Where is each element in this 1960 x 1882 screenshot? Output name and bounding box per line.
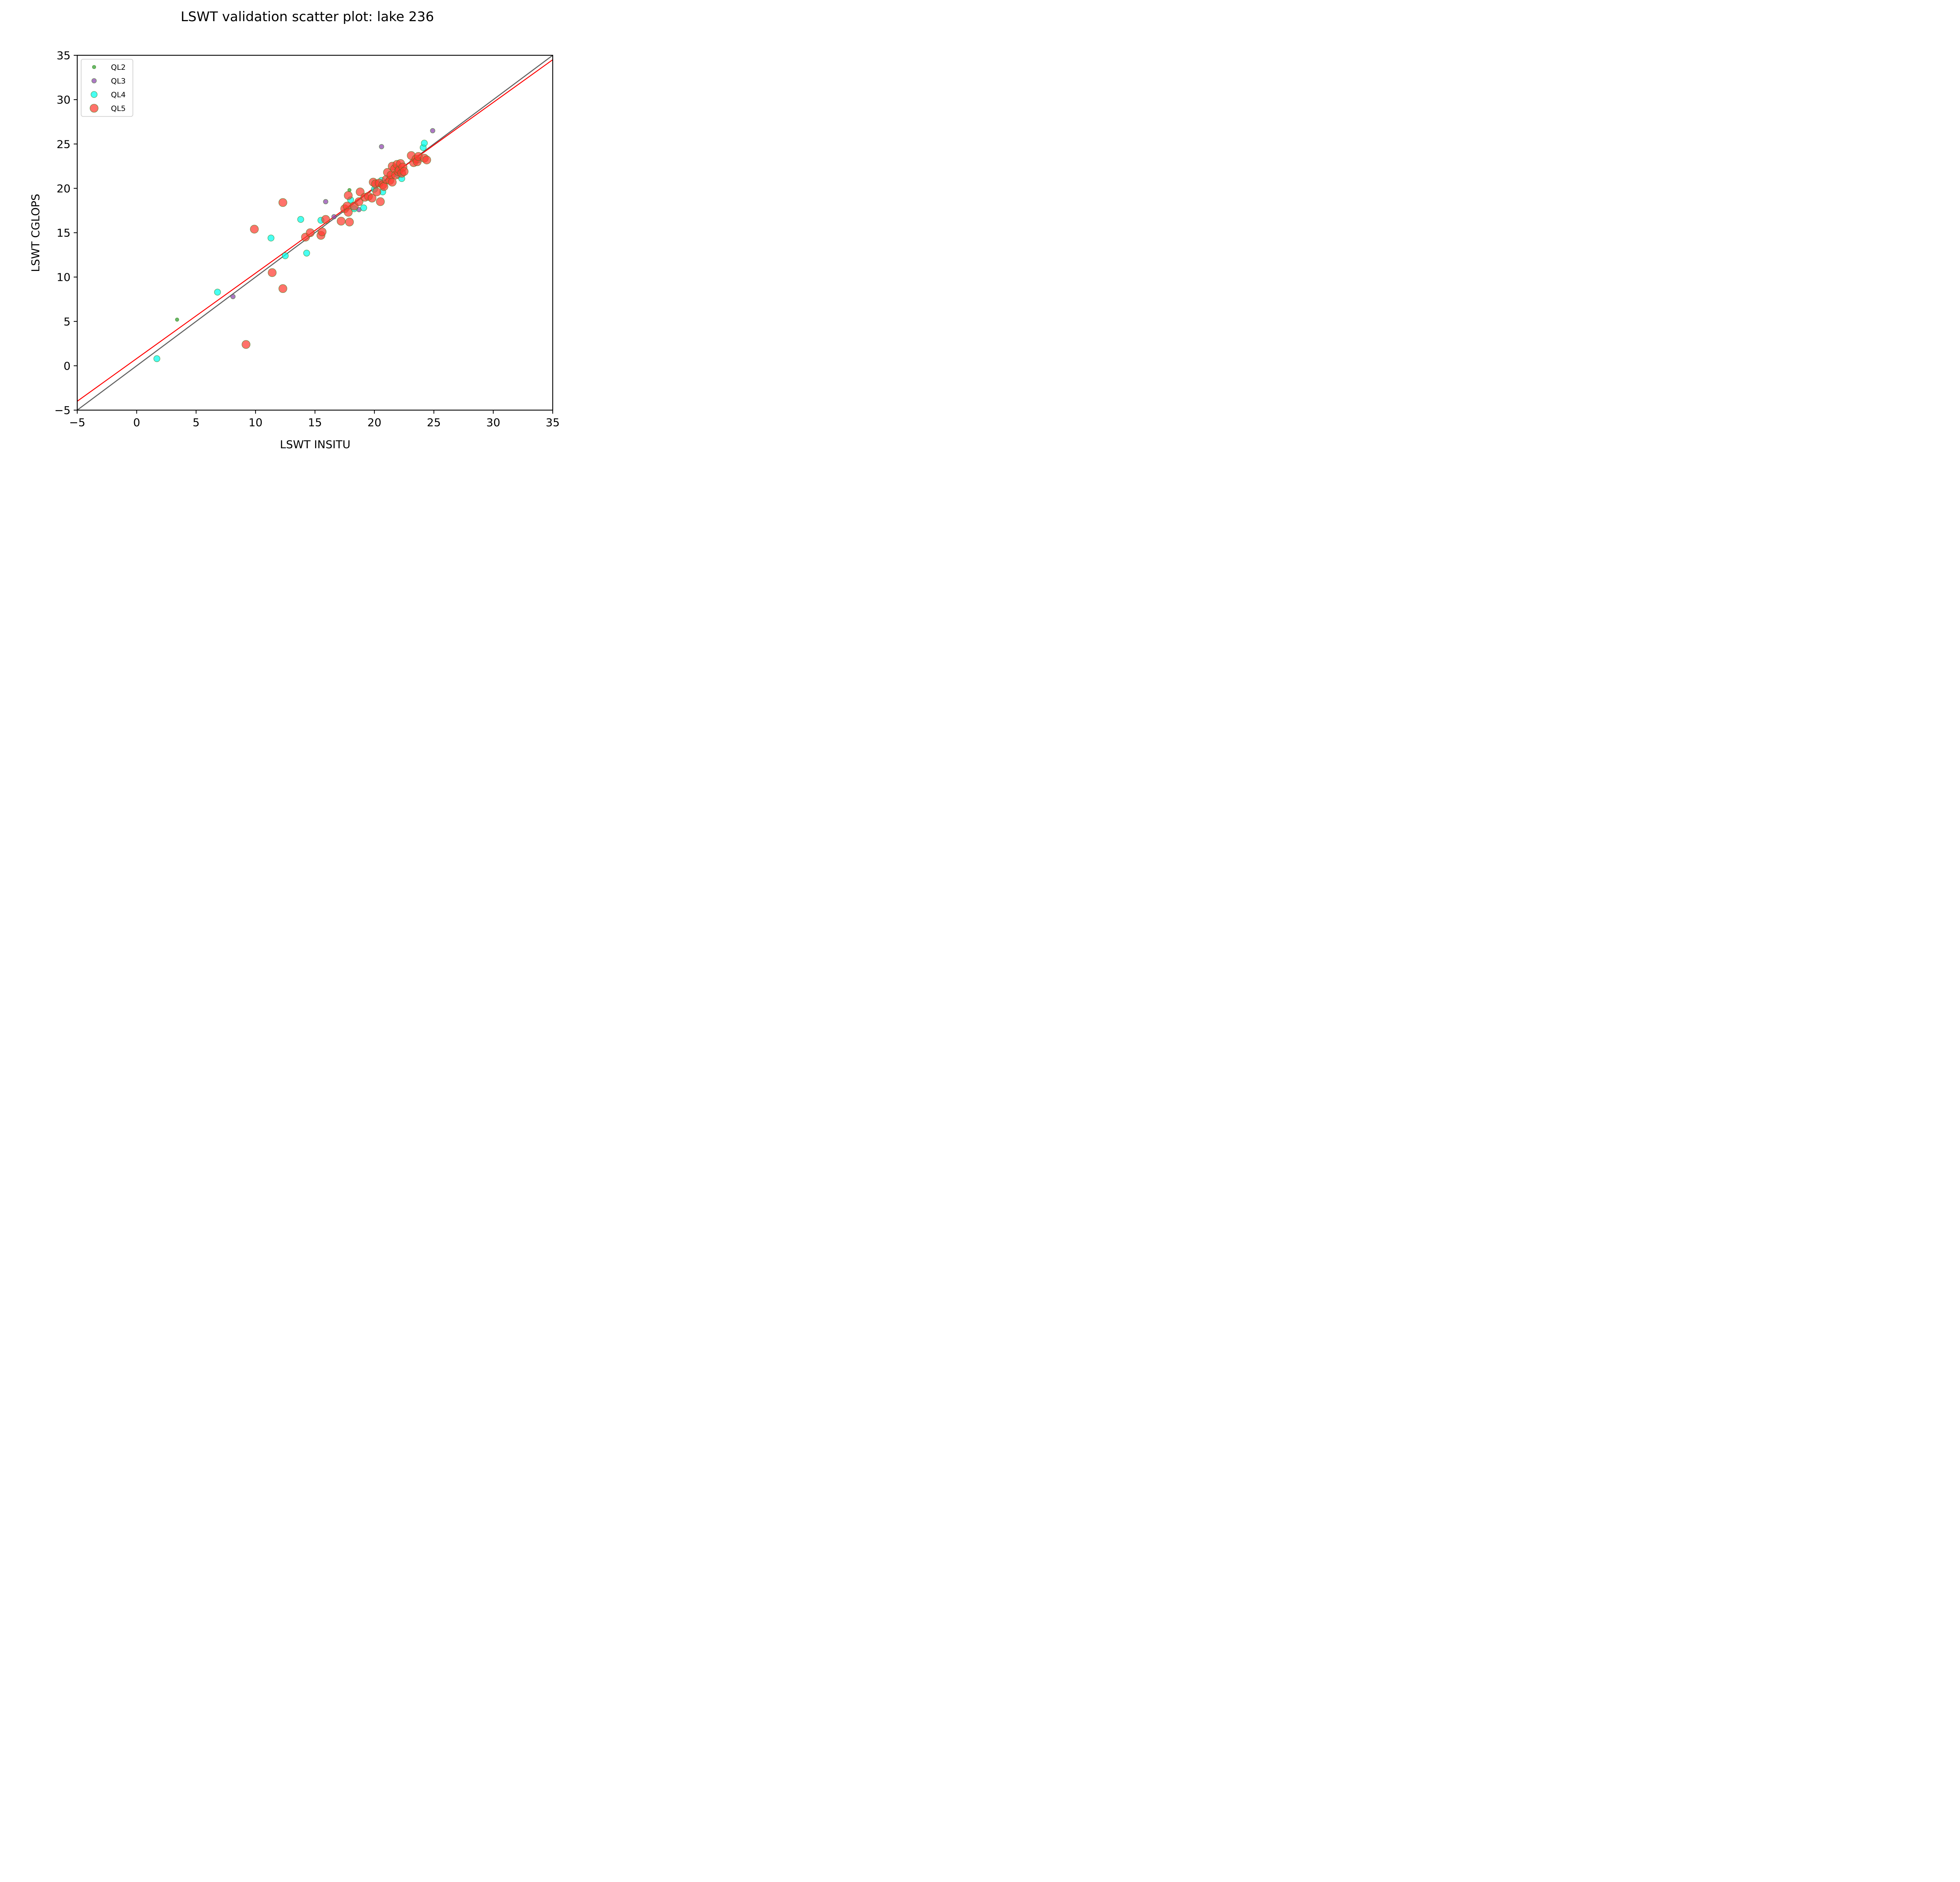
- chart-figure: LSWT validation scatter plot: lake 236 L…: [0, 0, 606, 454]
- data-point: [422, 155, 431, 165]
- data-point: [282, 252, 289, 259]
- data-point: [354, 197, 363, 206]
- x-tick-label: 15: [308, 416, 322, 429]
- chart-title: LSWT validation scatter plot: lake 236: [181, 9, 434, 25]
- data-point: [368, 194, 377, 203]
- series-ql2: [175, 188, 352, 322]
- y-tick-label: 0: [64, 360, 71, 372]
- data-point: [331, 214, 337, 220]
- data-point: [379, 144, 384, 149]
- y-tick-label: 15: [56, 227, 71, 240]
- data-point: [399, 167, 408, 176]
- data-point: [321, 215, 330, 224]
- legend-marker: [91, 78, 97, 84]
- legend-label: QL2: [111, 63, 126, 72]
- legend-box: [81, 59, 133, 117]
- data-point: [306, 228, 315, 237]
- data-point: [278, 284, 287, 293]
- data-point: [421, 140, 428, 147]
- data-point: [345, 218, 354, 227]
- legend-marker: [92, 65, 96, 69]
- legend-label: QL4: [111, 91, 126, 99]
- data-point: [303, 249, 310, 257]
- data-point: [250, 225, 259, 234]
- data-point: [278, 198, 287, 207]
- y-tick-label: 25: [56, 138, 71, 151]
- x-tick-label: 25: [427, 416, 441, 429]
- y-axis-label: LSWT CGLOPS: [29, 194, 42, 272]
- data-point: [337, 217, 346, 226]
- regression-line: [77, 59, 553, 402]
- plot-area: −5 0 5 10 15 20 25 30 35 −5 0 5 10 15 20 25 30 35: [54, 49, 560, 429]
- y-tick-label: 35: [56, 49, 71, 62]
- y-tick-label: 10: [56, 271, 71, 284]
- data-point: [268, 268, 277, 277]
- data-point: [153, 355, 160, 362]
- data-point: [430, 128, 436, 133]
- x-tick-label: 10: [249, 416, 263, 429]
- data-point: [297, 216, 304, 223]
- data-point: [230, 294, 236, 299]
- data-point: [323, 199, 328, 204]
- data-point: [267, 234, 274, 242]
- x-axis-label: LSWT INSITU: [280, 438, 350, 451]
- x-tick-label: 0: [133, 416, 140, 429]
- scatter-chart: LSWT validation scatter plot: lake 236 L…: [29, 9, 560, 451]
- data-point: [214, 289, 221, 296]
- x-tick-label: 20: [367, 416, 381, 429]
- data-point: [241, 340, 250, 349]
- legend-label: QL5: [111, 104, 126, 113]
- data-point: [175, 318, 179, 322]
- x-tick-label: −5: [69, 416, 85, 429]
- data-point: [360, 204, 367, 211]
- x-tick-label: 35: [546, 416, 560, 429]
- data-point: [376, 197, 385, 206]
- y-tick-label: −5: [54, 404, 71, 417]
- y-tick-label: 20: [56, 182, 71, 195]
- legend-label: QL3: [111, 77, 126, 85]
- x-tick-label: 5: [192, 416, 200, 429]
- series-ql5: [241, 151, 431, 349]
- plot-frame: [76, 54, 554, 411]
- data-point: [388, 178, 397, 187]
- data-point: [344, 208, 353, 217]
- data-point: [344, 191, 353, 200]
- legend-marker: [91, 91, 98, 98]
- identity-line: [77, 55, 553, 410]
- legend-marker: [89, 104, 99, 113]
- data-point: [372, 187, 381, 196]
- data-point: [318, 227, 327, 236]
- legend: QL2 QL3 QL4 QL5: [81, 59, 133, 117]
- y-tick-label: 30: [56, 93, 71, 106]
- x-tick-label: 30: [486, 416, 501, 429]
- y-tick-label: 5: [64, 315, 71, 328]
- plot-content: [77, 55, 553, 410]
